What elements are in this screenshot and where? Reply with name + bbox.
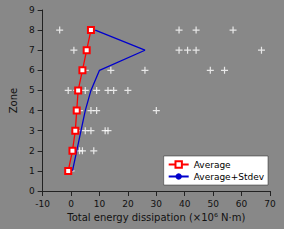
svg-text:Zone: Zone	[8, 88, 19, 113]
svg-text:10: 10	[94, 199, 106, 209]
svg-text:Average+Stdev: Average+Stdev	[194, 172, 265, 182]
svg-text:-10: -10	[35, 199, 50, 209]
svg-text:3: 3	[29, 126, 35, 136]
svg-text:70: 70	[264, 199, 276, 209]
svg-text:60: 60	[236, 199, 248, 209]
svg-text:20: 20	[122, 199, 134, 209]
svg-text:Total energy dissipation (×10⁶: Total energy dissipation (×10⁶ N·m)	[66, 212, 245, 223]
svg-text:1: 1	[29, 166, 35, 176]
svg-text:50: 50	[207, 199, 219, 209]
svg-text:6: 6	[29, 65, 35, 75]
svg-text:8: 8	[29, 25, 35, 35]
svg-text:0: 0	[68, 199, 74, 209]
svg-text:4: 4	[29, 106, 35, 116]
svg-text:0: 0	[29, 186, 35, 196]
svg-text:Average: Average	[194, 160, 231, 170]
svg-text:30: 30	[151, 199, 163, 209]
svg-text:40: 40	[179, 199, 191, 209]
svg-text:7: 7	[29, 45, 35, 55]
svg-text:2: 2	[29, 146, 35, 156]
svg-text:5: 5	[29, 85, 35, 95]
svg-text:9: 9	[29, 5, 35, 15]
